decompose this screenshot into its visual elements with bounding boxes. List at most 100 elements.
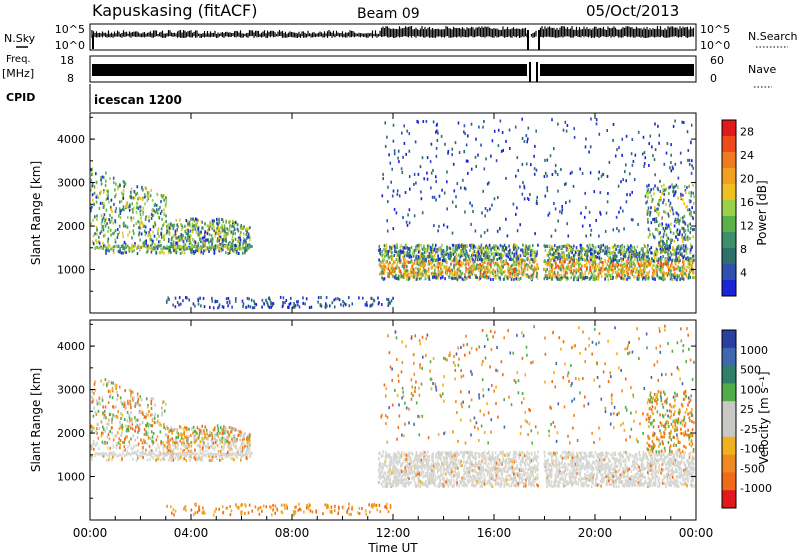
cell — [414, 140, 417, 144]
ytick-label: 2000 — [57, 220, 85, 233]
cell — [682, 273, 685, 277]
cell — [527, 137, 529, 141]
cell — [674, 162, 677, 166]
cell — [453, 273, 456, 277]
cell — [248, 238, 251, 242]
cell — [479, 271, 482, 275]
cell — [174, 243, 177, 247]
cell — [416, 257, 419, 261]
cell — [458, 265, 461, 269]
cell — [134, 244, 136, 248]
cell — [437, 260, 439, 264]
cell — [246, 230, 248, 234]
cell — [672, 212, 675, 216]
power-colorbar-swatch — [722, 152, 736, 169]
cell — [404, 274, 406, 278]
cell — [439, 263, 442, 267]
cell — [390, 264, 393, 268]
cell — [569, 171, 572, 175]
cell — [451, 277, 454, 281]
cell — [123, 405, 125, 409]
cell — [108, 458, 110, 462]
cell — [398, 276, 401, 280]
cell — [487, 267, 489, 271]
cell — [413, 172, 416, 176]
cell — [662, 227, 665, 231]
cell — [150, 250, 153, 254]
cell — [668, 186, 670, 190]
cell — [430, 250, 432, 254]
cell — [645, 255, 648, 259]
cell — [116, 228, 119, 231]
cell — [536, 264, 538, 268]
cell — [587, 259, 590, 263]
cell — [584, 250, 587, 254]
cell — [532, 276, 534, 280]
cell — [642, 268, 645, 272]
cell — [151, 214, 154, 217]
cell — [126, 205, 129, 209]
cell — [192, 245, 194, 249]
cell — [387, 200, 389, 204]
cell — [454, 255, 456, 259]
cell — [392, 296, 394, 300]
cell — [92, 234, 95, 238]
cell — [673, 266, 675, 270]
cell — [466, 267, 469, 271]
cell — [377, 248, 380, 252]
cell — [180, 223, 182, 226]
cell — [91, 184, 93, 188]
cell — [592, 261, 595, 265]
cell — [440, 248, 443, 252]
cell — [270, 301, 272, 305]
cell — [658, 276, 661, 280]
power-colorbar-swatch — [722, 280, 736, 297]
cell — [487, 263, 489, 267]
cell — [96, 227, 98, 231]
cell — [395, 273, 397, 277]
cell — [233, 244, 236, 247]
cell — [426, 255, 429, 259]
cell — [566, 276, 568, 280]
cell — [495, 274, 497, 278]
cell — [459, 249, 462, 253]
cell — [684, 189, 687, 192]
cell — [157, 244, 159, 248]
cell — [150, 406, 153, 410]
cell — [136, 252, 139, 256]
cell — [198, 235, 201, 239]
cell — [546, 253, 548, 257]
cell — [149, 237, 152, 241]
cell — [214, 445, 217, 449]
cell — [420, 272, 423, 276]
cell — [663, 229, 666, 233]
nsearch-label: N.Search — [748, 30, 798, 43]
cell — [171, 236, 173, 240]
cell — [388, 275, 390, 279]
cell — [465, 143, 468, 147]
cell — [556, 173, 559, 177]
cell — [621, 273, 623, 277]
cell — [236, 239, 239, 243]
cell — [477, 247, 480, 251]
cell — [549, 258, 552, 262]
cell — [507, 263, 510, 267]
cell — [407, 252, 410, 256]
cell — [497, 196, 499, 199]
cell — [621, 268, 623, 272]
cell — [395, 267, 398, 270]
cell — [225, 297, 228, 301]
cell — [213, 245, 215, 249]
cell — [165, 201, 167, 205]
cell — [634, 257, 636, 261]
cell — [579, 246, 582, 250]
cell — [155, 251, 157, 255]
cell — [548, 275, 550, 279]
cell — [629, 265, 631, 269]
cell — [665, 151, 668, 155]
cell — [652, 259, 655, 263]
cell — [572, 271, 574, 275]
cell — [618, 274, 621, 278]
cell — [456, 182, 459, 186]
cell — [157, 227, 160, 231]
